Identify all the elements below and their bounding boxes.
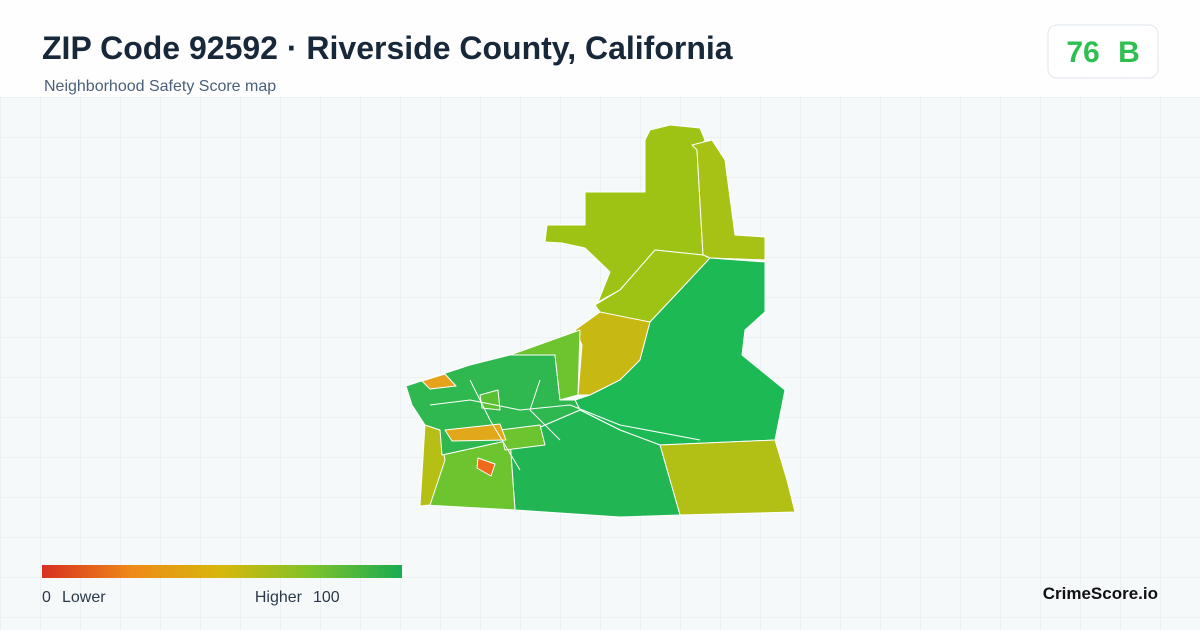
legend-min-label: Lower — [62, 589, 106, 606]
brand: CrimeScore.io — [1043, 584, 1158, 603]
title: ZIP Code 92592 · Riverside County, Calif… — [42, 30, 733, 66]
region — [509, 329, 581, 401]
score-grade: B — [1118, 36, 1140, 69]
region — [659, 439, 796, 516]
region — [429, 379, 701, 471]
legend-min: 0 — [42, 589, 51, 606]
score-value: 76 — [1066, 36, 1099, 69]
header-band — [0, 0, 1200, 97]
subtitle: Neighborhood Safety Score map — [44, 78, 276, 95]
region — [509, 409, 681, 518]
legend-max: 100 — [313, 589, 340, 606]
region — [499, 424, 546, 451]
region — [421, 373, 457, 390]
score-badge: 76 B — [1047, 24, 1159, 79]
region — [544, 124, 706, 303]
legend-max-label: Higher — [255, 589, 303, 606]
region — [476, 457, 496, 477]
legend-scale — [42, 565, 402, 578]
zip-map — [405, 124, 796, 518]
region — [691, 139, 766, 261]
region — [444, 423, 507, 442]
